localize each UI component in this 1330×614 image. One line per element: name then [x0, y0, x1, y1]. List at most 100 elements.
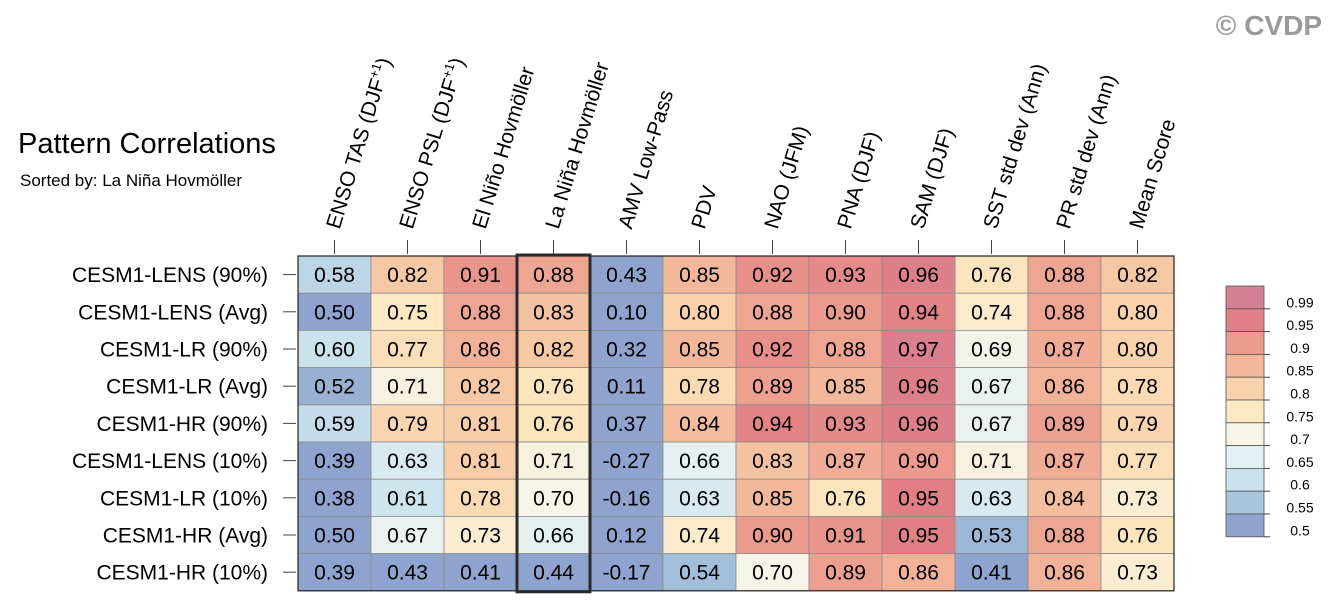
row-label: CESM1-HR (90%) — [96, 413, 268, 436]
cell-value: 0.88 — [460, 301, 501, 324]
heatmap-cell — [297, 255, 372, 294]
column-label-text: ENSO PSL (DJF — [395, 76, 462, 232]
column-label: PR std dev (Ann) — [1052, 72, 1121, 232]
column-label: Mean Score — [1125, 116, 1180, 231]
cell-value: 0.85 — [825, 376, 866, 399]
cell-value: 0.87 — [1044, 450, 1085, 473]
cell-value: 0.50 — [314, 301, 355, 324]
colorbar-label: 0.8 — [1290, 386, 1310, 402]
cell-value: 0.96 — [898, 413, 939, 436]
colorbar-swatch — [1225, 490, 1265, 515]
heatmap-cell — [881, 553, 956, 592]
cell-value: 0.41 — [460, 562, 501, 585]
heatmap-cell — [443, 441, 518, 480]
heatmap-cell — [808, 255, 883, 294]
colorbar-swatch — [1225, 285, 1265, 310]
heatmap-cell — [297, 441, 372, 480]
cell-value: 0.83 — [752, 450, 793, 473]
heatmap-cell — [370, 329, 445, 368]
cell-value: 0.80 — [1117, 301, 1158, 324]
row-label: CESM1-LR (90%) — [100, 339, 268, 362]
colorbar-label: 0.99 — [1286, 294, 1313, 310]
heatmap-cell — [954, 441, 1029, 480]
cell-value: -0.16 — [603, 487, 651, 510]
cell-value: 0.96 — [898, 264, 939, 287]
heatmap-cell — [954, 367, 1029, 406]
cell-value: 0.92 — [752, 264, 793, 287]
heatmap-cell — [370, 255, 445, 294]
highlight-frame — [515, 253, 592, 594]
cell-value: 0.86 — [898, 562, 939, 585]
cell-value: 0.43 — [387, 562, 428, 585]
colorbar-label: 0.65 — [1286, 454, 1313, 470]
heatmap-cell — [1100, 441, 1175, 480]
heatmap-cell — [1027, 292, 1102, 331]
cell-value: 0.78 — [1117, 376, 1158, 399]
cell-value: 0.11 — [607, 376, 646, 399]
cell-value: 0.86 — [1044, 376, 1085, 399]
heatmap-cell — [881, 292, 956, 331]
column-label-superscript: +1 — [366, 61, 385, 80]
cell-value: 0.80 — [679, 301, 720, 324]
cell-value: 0.85 — [679, 339, 720, 362]
heatmap-cell — [297, 404, 372, 443]
cell-value: 0.76 — [533, 413, 574, 436]
cell-value: 0.61 — [387, 487, 428, 510]
heatmap-cell — [735, 404, 810, 443]
heatmap-cell — [1100, 255, 1175, 294]
heatmap-cell — [297, 367, 372, 406]
cell-value: 0.39 — [314, 450, 355, 473]
cell-value: 0.82 — [460, 376, 501, 399]
cell-value: 0.71 — [533, 450, 574, 473]
cell-value: 0.93 — [825, 413, 866, 436]
column-label-text: SST std dev (Ann) — [979, 61, 1051, 231]
heatmap-cell — [1027, 367, 1102, 406]
colorbar-label: 0.7 — [1290, 431, 1310, 447]
column-label-text: SAM (DJF) — [906, 125, 958, 231]
cell-value: 0.94 — [752, 413, 793, 436]
heatmap-cell — [735, 478, 810, 517]
colorbar-label: 0.55 — [1286, 500, 1313, 516]
heatmap-cell — [662, 255, 737, 294]
cell-value: 0.97 — [898, 339, 939, 362]
heatmap-cell — [516, 478, 591, 517]
cell-value: -0.27 — [603, 450, 651, 473]
heatmap-cell — [881, 404, 956, 443]
colorbar-swatch — [1225, 308, 1265, 332]
heatmap-cell — [881, 367, 956, 406]
heatmap-cell — [516, 404, 591, 443]
colorbar-label: 0.85 — [1286, 363, 1313, 379]
cell-value: 0.67 — [971, 413, 1012, 436]
heatmap-cell — [370, 367, 445, 406]
cell-value: 0.81 — [460, 450, 501, 473]
heatmap-cell — [954, 404, 1029, 443]
cell-value: 0.41 — [971, 562, 1012, 585]
colorbar: 0.99 0.95 0.9 0.85 0.8 0.75 0.7 0.65 0.6 0.55 0.5 — [1225, 285, 1314, 538]
cell-value: 0.71 — [971, 450, 1012, 473]
colorbar-swatch — [1225, 376, 1265, 401]
heatmap-cell — [1027, 404, 1102, 443]
cell-value: 0.82 — [1117, 264, 1158, 287]
heatmap-cell — [662, 367, 737, 406]
column-label-text: La Niña Hovmöller — [541, 60, 614, 232]
heatmap-cell — [1027, 441, 1102, 480]
column-label-text: PNA (DJF) — [833, 129, 884, 232]
cell-value: 0.80 — [1117, 339, 1158, 362]
cell-value: 0.63 — [679, 487, 720, 510]
cell-value: 0.81 — [460, 413, 501, 436]
cell-value: 0.87 — [825, 450, 866, 473]
cell-value: 0.95 — [898, 487, 939, 510]
cell-value: 0.90 — [898, 450, 939, 473]
heatmap-cell — [954, 292, 1029, 331]
cell-value: 0.79 — [387, 413, 428, 436]
heatmap-cell — [881, 329, 956, 368]
cell-value: 0.67 — [971, 376, 1012, 399]
cell-value: 0.93 — [825, 264, 866, 287]
column-label: PNA (DJF) — [833, 129, 884, 232]
heatmap-cell — [297, 329, 372, 368]
cell-value: 0.44 — [533, 562, 574, 585]
heatmap-cell — [370, 478, 445, 517]
cell-value: 0.73 — [460, 525, 501, 548]
column-label-text: PR std dev (Ann) — [1052, 72, 1121, 232]
watermark: © CVDP — [1216, 10, 1322, 41]
